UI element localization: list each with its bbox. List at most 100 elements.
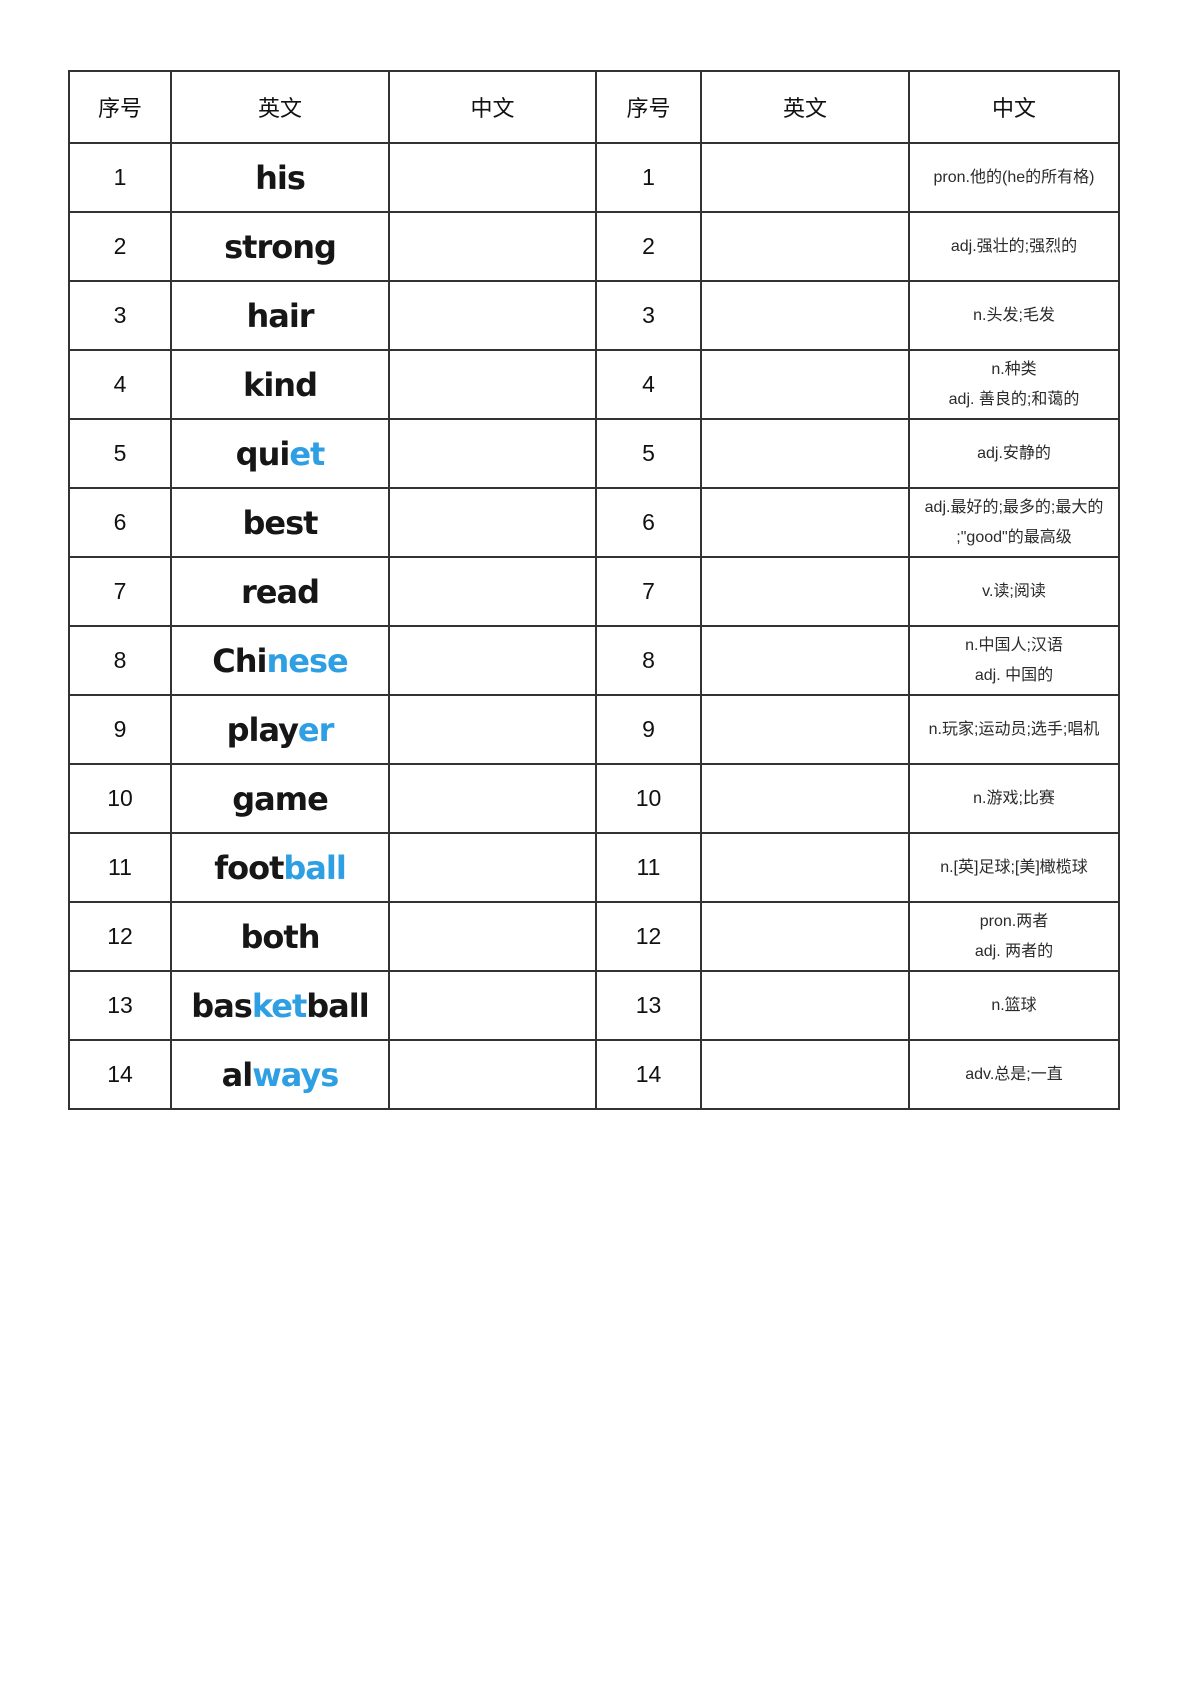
definition-line: adv.总是;一直 [965,1065,1063,1083]
definition-cell: adj.最好的;最多的;最大的 ;"good"的最高级 [908,487,1120,558]
definition-cell: n.头发;毛发 [908,280,1120,351]
index-cell-left: 9 [68,694,172,765]
index-cell-left: 7 [68,556,172,627]
chinese-blank-cell [388,211,597,282]
table-row: 4 kind 4 n.种类 adj. 善良的;和蔼的 [68,349,1120,420]
english-word-cell: game [170,763,390,834]
definition-line: n.游戏;比赛 [973,789,1055,807]
table-row: 1 his 1 pron.他的(he的所有格) [68,142,1120,213]
chinese-blank-cell [388,763,597,834]
definition-cell: pron.他的(he的所有格) [908,142,1120,213]
english-word-cell: kind [170,349,390,420]
header-english-right: 英文 [700,70,910,144]
definition-line: v.读;阅读 [982,582,1046,600]
word-segment: play [226,710,299,749]
chinese-blank-cell [388,418,597,489]
vocab-table: 序号 英文 中文 序号 英文 中文 1 his 1 pron.他的(he的所有格… [68,70,1120,1110]
index-cell-right: 7 [595,556,702,627]
definition-cell: pron.两者 adj. 两者的 [908,901,1120,972]
definition-line: adj. 善良的;和蔼的 [948,390,1080,408]
table-row: 3 hair 3 n.头发;毛发 [68,280,1120,351]
english-blank-cell [700,487,910,558]
index-cell-right: 1 [595,142,702,213]
index-cell-left: 5 [68,418,172,489]
word-segment: qui [235,434,291,473]
definition-line: pron.两者 [979,912,1049,930]
index-cell-right: 3 [595,280,702,351]
header-row: 序号 英文 中文 序号 英文 中文 [68,70,1120,144]
definition-cell: n.玩家;运动员;选手;唱机 [908,694,1120,765]
index-cell-left: 13 [68,970,172,1041]
english-blank-cell [700,349,910,420]
table-row: 7 read 7 v.读;阅读 [68,556,1120,627]
table-row: 11 football 11 n.[英]足球;[美]橄榄球 [68,832,1120,903]
word-segment-highlight: ket [251,986,307,1025]
english-blank-cell [700,694,910,765]
word-segment: ball [306,986,369,1025]
index-cell-right: 5 [595,418,702,489]
table-row: 9 player 9 n.玩家;运动员;选手;唱机 [68,694,1120,765]
word-segment: read [241,572,320,611]
table-row: 6 best 6 adj.最好的;最多的;最大的 ;"good"的最高级 [68,487,1120,558]
word-segment: both [240,917,321,956]
word-segment: strong [224,227,337,266]
table-row: 5 quiet 5 adj.安静的 [68,418,1120,489]
english-blank-cell [700,142,910,213]
word-segment-highlight: er [297,710,334,749]
chinese-blank-cell [388,1039,597,1110]
index-cell-left: 12 [68,901,172,972]
vocab-worksheet: 序号 英文 中文 序号 英文 中文 1 his 1 pron.他的(he的所有格… [68,70,1120,1110]
chinese-blank-cell [388,832,597,903]
chinese-blank-cell [388,694,597,765]
english-blank-cell [700,832,910,903]
chinese-blank-cell [388,487,597,558]
index-cell-left: 11 [68,832,172,903]
index-cell-right: 8 [595,625,702,696]
english-blank-cell [700,280,910,351]
table-row: 2 strong 2 adj.强壮的;强烈的 [68,211,1120,282]
definition-line: adj. 两者的 [974,942,1054,960]
index-cell-left: 2 [68,211,172,282]
english-blank-cell [700,1039,910,1110]
definition-cell: n.种类 adj. 善良的;和蔼的 [908,349,1120,420]
english-blank-cell [700,556,910,627]
index-cell-right: 9 [595,694,702,765]
word-segment: foot [214,848,284,887]
index-cell-right: 6 [595,487,702,558]
index-cell-left: 3 [68,280,172,351]
definition-line: adj. 中国的 [974,666,1054,684]
english-word-cell: strong [170,211,390,282]
word-segment-highlight: ball [283,848,346,887]
definition-line: n.篮球 [991,996,1037,1014]
english-word-cell: always [170,1039,390,1110]
index-cell-right: 2 [595,211,702,282]
word-segment-highlight: et [289,434,325,473]
definition-cell: n.游戏;比赛 [908,763,1120,834]
definition-line: pron.他的(he的所有格) [933,168,1095,186]
word-segment: game [232,779,329,818]
definition-line: n.中国人;汉语 [965,636,1063,654]
english-blank-cell [700,418,910,489]
index-cell-right: 12 [595,901,702,972]
word-segment: Chi [212,641,267,680]
word-segment: hair [246,296,314,335]
table-row: 12 both 12 pron.两者 adj. 两者的 [68,901,1120,972]
table-row: 13 basketball 13 n.篮球 [68,970,1120,1041]
index-cell-left: 14 [68,1039,172,1110]
chinese-blank-cell [388,142,597,213]
index-cell-right: 10 [595,763,702,834]
english-word-cell: quiet [170,418,390,489]
chinese-blank-cell [388,280,597,351]
definition-line: n.头发;毛发 [973,306,1055,324]
header-english-left: 英文 [170,70,390,144]
table-row: 10 game 10 n.游戏;比赛 [68,763,1120,834]
chinese-blank-cell [388,970,597,1041]
definition-line: n.玩家;运动员;选手;唱机 [928,720,1100,738]
english-blank-cell [700,901,910,972]
definition-cell: adv.总是;一直 [908,1039,1120,1110]
english-word-cell: his [170,142,390,213]
chinese-blank-cell [388,349,597,420]
index-cell-right: 4 [595,349,702,420]
header-chinese-right: 中文 [908,70,1120,144]
definition-cell: n.[英]足球;[美]橄榄球 [908,832,1120,903]
